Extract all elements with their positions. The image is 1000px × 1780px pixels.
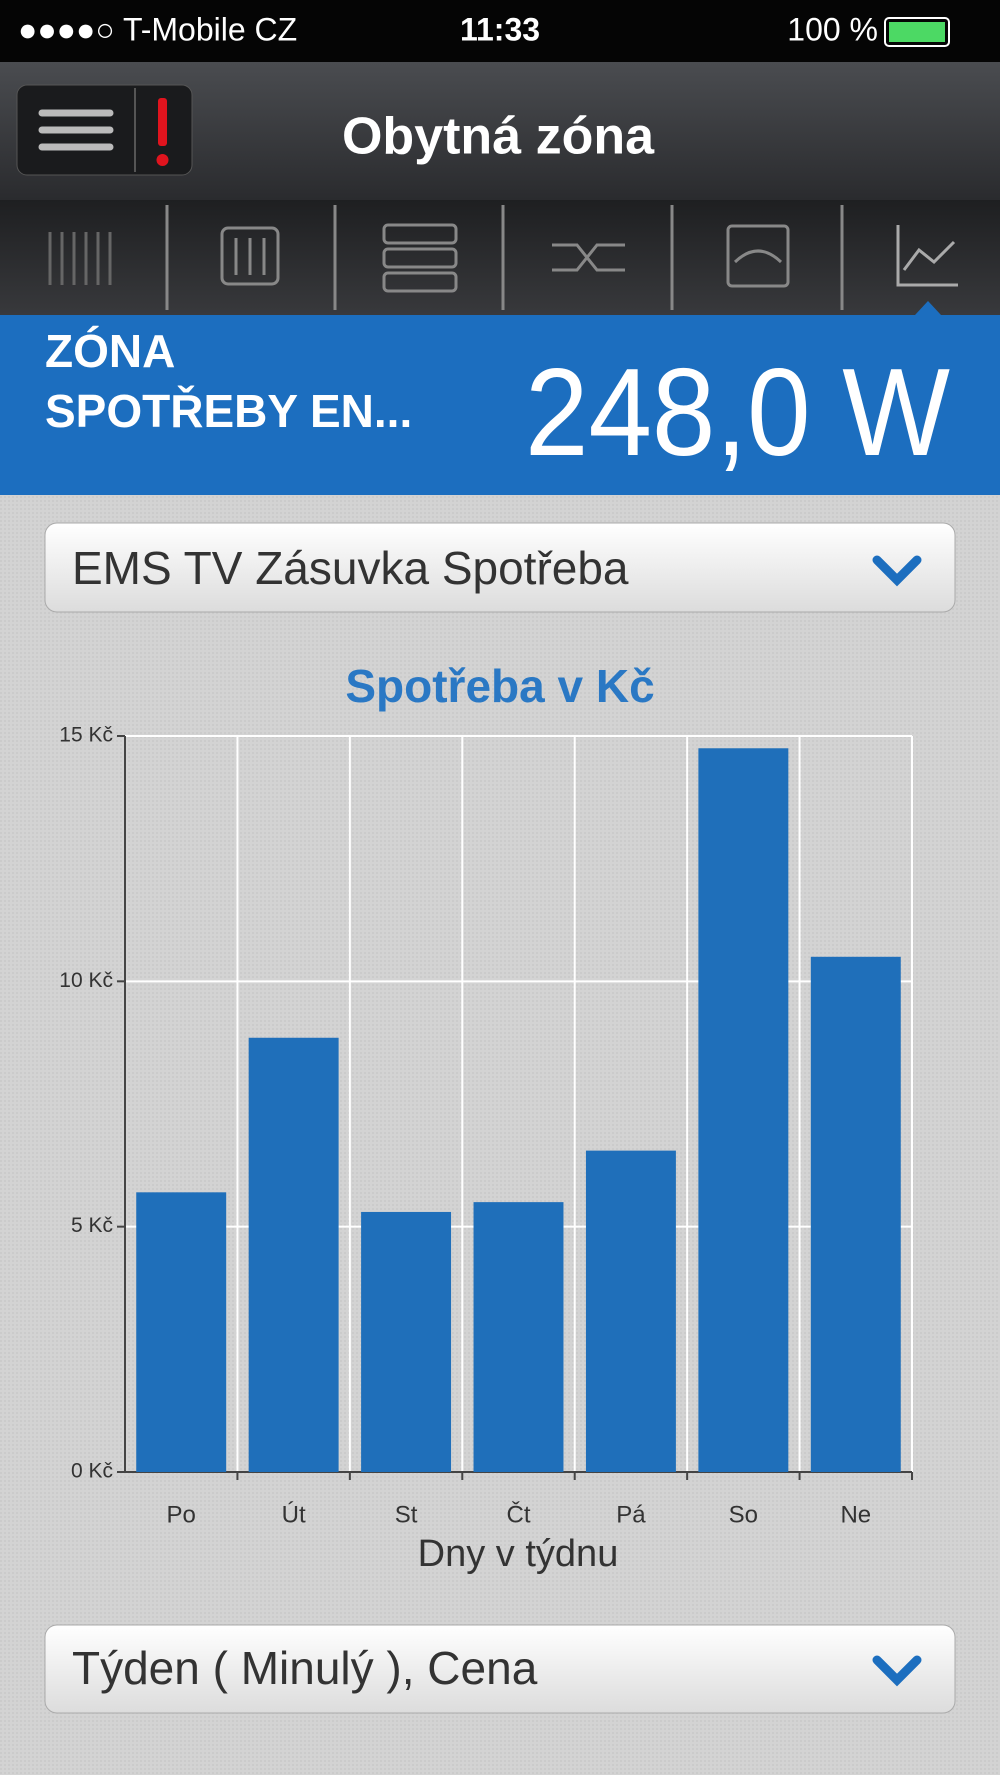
y-tick-label: 5 Kč bbox=[71, 1214, 113, 1237]
x-tick-label: Ne bbox=[840, 1501, 871, 1528]
bar bbox=[248, 1037, 339, 1472]
chart-title: Spotřeba v Kč bbox=[345, 660, 654, 712]
banner-title: ZÓNA bbox=[45, 325, 175, 377]
bar bbox=[473, 1202, 564, 1472]
tab-bar bbox=[0, 200, 1000, 315]
dropdown-label: EMS TV Zásuvka Spotřeba bbox=[72, 542, 629, 594]
x-axis-label: Dny v týdnu bbox=[418, 1533, 619, 1575]
banner-value: 248,0 W bbox=[525, 344, 950, 482]
bar bbox=[361, 1211, 452, 1472]
status-bar bbox=[0, 0, 1000, 62]
bar bbox=[585, 1150, 676, 1472]
x-tick-label: St bbox=[395, 1501, 418, 1528]
carrier: ●●●●○ T-Mobile CZ bbox=[18, 11, 297, 47]
bar bbox=[136, 1192, 227, 1472]
tab-icons bbox=[48, 205, 958, 310]
x-tick-label: Út bbox=[282, 1501, 306, 1528]
bar bbox=[810, 956, 901, 1472]
menu-icon bbox=[38, 109, 114, 151]
device-dropdown[interactable] bbox=[44, 522, 956, 613]
battery-text: 100 % bbox=[787, 11, 878, 47]
banner bbox=[0, 315, 1000, 495]
y-tick-label: 0 Kč bbox=[71, 1460, 113, 1483]
x-tick-label: So bbox=[729, 1501, 758, 1528]
x-tick-label: Pá bbox=[616, 1501, 646, 1528]
x-tick-label: Čt bbox=[507, 1500, 531, 1528]
tab-indicator bbox=[915, 301, 941, 315]
alert-icon bbox=[158, 98, 167, 146]
battery-level bbox=[889, 22, 945, 42]
chevron bbox=[872, 555, 922, 587]
clock: 11:33 bbox=[460, 11, 540, 47]
dropdown-label: Týden ( Minulý ), Cena bbox=[72, 1642, 538, 1694]
bar bbox=[698, 748, 789, 1472]
y-tick-label: 10 Kč bbox=[59, 969, 113, 992]
chevron bbox=[872, 1655, 922, 1687]
period-dropdown[interactable] bbox=[44, 1624, 956, 1714]
y-tick-label: 15 Kč bbox=[59, 724, 113, 747]
header-title: Obytná zóna bbox=[342, 108, 655, 166]
battery-icon bbox=[884, 17, 950, 47]
x-tick-label: Po bbox=[167, 1501, 196, 1528]
banner-title: SPOTŘEBY EN... bbox=[45, 385, 412, 437]
